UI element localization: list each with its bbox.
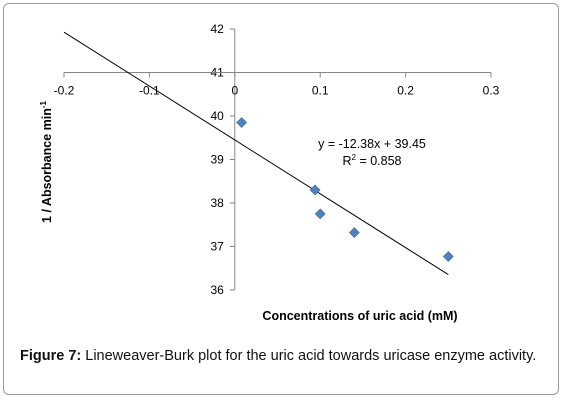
x-tick-label: 0.2 <box>397 84 414 98</box>
y-tick-label: 38 <box>210 196 224 210</box>
data-point <box>314 208 326 220</box>
y-tick-label: 42 <box>210 22 224 36</box>
x-axis-title: Concentrations of uric acid (mM) <box>262 309 457 323</box>
data-point <box>309 184 321 196</box>
x-axis: -0.2 -0.1 0 0.1 0.2 0.3 <box>54 72 500 98</box>
x-tick-label: 0.1 <box>312 84 329 98</box>
data-points <box>236 117 454 262</box>
figure-caption: Figure 7: Lineweaver-Burk plot for the u… <box>20 347 544 366</box>
figure-frame <box>3 3 559 395</box>
trendline <box>63 31 449 275</box>
y-axis-title: 1 / Absorbance min-1 <box>39 100 54 223</box>
data-point <box>236 117 248 128</box>
trendline-line <box>63 31 449 275</box>
y-tick-label: 37 <box>210 240 224 254</box>
trendline-equation: y = -12.38x + 39.45 <box>318 137 426 151</box>
y-tick-label: 40 <box>210 109 224 123</box>
data-point <box>348 227 360 239</box>
data-point <box>442 251 454 262</box>
y-tick-label: 39 <box>210 153 224 167</box>
r-squared-label: R2 = 0.858 <box>342 153 401 168</box>
figure-label: Figure 7: <box>20 348 82 364</box>
x-tick-label: 0.3 <box>483 84 500 98</box>
x-tick-label: -0.1 <box>139 84 160 98</box>
x-tick-label: 0 <box>231 84 238 98</box>
y-tick-label: 36 <box>210 283 224 297</box>
x-tick-label: -0.2 <box>54 84 75 98</box>
caption-text: Lineweaver-Burk plot for the uric acid t… <box>81 348 537 364</box>
